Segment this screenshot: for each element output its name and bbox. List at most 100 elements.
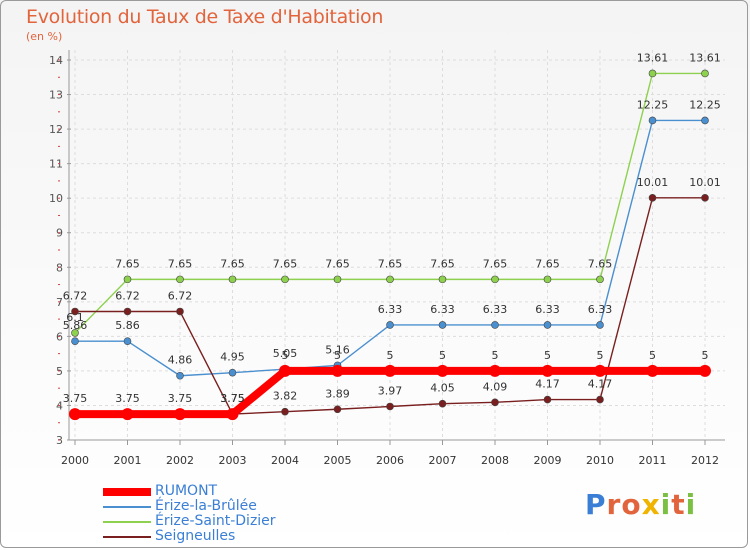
data-point (228, 368, 237, 377)
legend-swatch (103, 488, 151, 496)
data-label: 3.89 (325, 387, 350, 400)
y-tick-label: 11 (49, 158, 63, 171)
data-label: 3.97 (378, 384, 403, 397)
data-label: 7.65 (430, 257, 455, 270)
data-point (279, 364, 291, 377)
x-tick-label: 2010 (586, 454, 614, 467)
data-label: 5 (649, 349, 656, 362)
data-label: 5 (439, 349, 446, 362)
data-point (386, 402, 394, 411)
data-point (176, 275, 184, 284)
legend-label: Érize-Saint-Dizier (155, 513, 276, 529)
x-tick-label: 2002 (166, 454, 194, 467)
data-label: 7.65 (273, 257, 298, 270)
data-point (386, 275, 394, 284)
data-point (123, 275, 132, 284)
data-label: 5 (544, 349, 551, 362)
data-label: 6.72 (168, 289, 193, 302)
data-point (701, 194, 709, 202)
data-label: 13.61 (637, 51, 669, 64)
data-label: 3.75 (115, 392, 140, 405)
data-label: 6.33 (430, 303, 455, 316)
data-label: 12.25 (637, 98, 669, 111)
x-tick-label: 2012 (691, 454, 719, 467)
data-point (228, 275, 237, 284)
data-label: 3.75 (63, 392, 88, 405)
logo-letter: i (685, 488, 697, 521)
logo-letter: r (606, 488, 622, 521)
data-label: 6.33 (588, 303, 613, 316)
data-point (176, 371, 184, 380)
data-point (69, 408, 81, 421)
x-tick-label: 2008 (481, 454, 509, 467)
data-label: 6.72 (63, 289, 88, 302)
x-tick-label: 2011 (639, 454, 667, 467)
data-label: 12.25 (689, 98, 721, 111)
data-label: 6.33 (535, 303, 560, 316)
data-point (71, 307, 79, 316)
y-tick-label: 13 (49, 89, 63, 102)
legend-swatch (103, 536, 151, 538)
data-label: 3.82 (273, 390, 298, 403)
data-label: 6.33 (378, 303, 403, 316)
logo-letter: i (660, 488, 672, 521)
data-label: 7.65 (168, 257, 193, 270)
data-point (596, 275, 604, 284)
data-point (438, 321, 447, 329)
logo-letter: t (671, 488, 686, 521)
data-point (333, 275, 342, 284)
logo-letter: P (585, 488, 607, 521)
x-tick-label: 2007 (429, 454, 457, 467)
data-label: 4.05 (430, 382, 455, 395)
data-label: 7.65 (325, 257, 350, 270)
data-label: 5.86 (115, 319, 140, 332)
data-point (386, 321, 394, 329)
data-label: 4.86 (168, 354, 193, 367)
data-point (438, 275, 447, 284)
data-point (541, 364, 554, 377)
data-label: 7.65 (483, 257, 508, 270)
legend-swatch (103, 506, 151, 508)
legend-swatch (103, 521, 151, 523)
data-point (331, 364, 344, 377)
data-label: 5 (387, 349, 394, 362)
data-point (71, 337, 79, 346)
data-point (596, 321, 604, 329)
data-label: 5.16 (325, 343, 350, 356)
data-point (543, 395, 552, 404)
data-point (71, 329, 79, 337)
data-label: 13.61 (689, 51, 721, 64)
data-label: 6.1 (66, 311, 84, 324)
logo-letter: x (641, 488, 661, 521)
x-tick-label: 2005 (324, 454, 352, 467)
y-tick-label: 10 (49, 192, 63, 205)
data-point (226, 408, 239, 421)
data-point (123, 307, 132, 316)
legend-label: RUMONT (155, 483, 218, 499)
data-point (596, 395, 604, 404)
data-point (491, 275, 499, 284)
data-point (489, 364, 501, 377)
data-point (121, 408, 134, 421)
data-point (333, 405, 342, 414)
proxiti-logo: Proxiti (585, 488, 696, 521)
x-tick-label: 2009 (534, 454, 562, 467)
x-tick-label: 2000 (61, 454, 89, 467)
logo-letter: o (621, 488, 642, 521)
data-point (543, 321, 552, 329)
y-tick-label: 12 (49, 123, 63, 136)
data-label: 10.01 (637, 176, 669, 189)
data-label: 4.17 (588, 378, 613, 391)
data-point (174, 408, 186, 421)
data-point (648, 116, 657, 125)
data-point (648, 194, 657, 202)
chart-title: Evolution du Taux de Taxe d'Habitation (26, 6, 384, 28)
data-label: 3.75 (220, 392, 245, 405)
data-point (176, 307, 184, 316)
data-point (646, 364, 659, 377)
data-label: 7.65 (378, 257, 403, 270)
data-label: 5.05 (273, 347, 298, 360)
data-label: 5 (702, 349, 709, 362)
data-point (699, 364, 711, 377)
